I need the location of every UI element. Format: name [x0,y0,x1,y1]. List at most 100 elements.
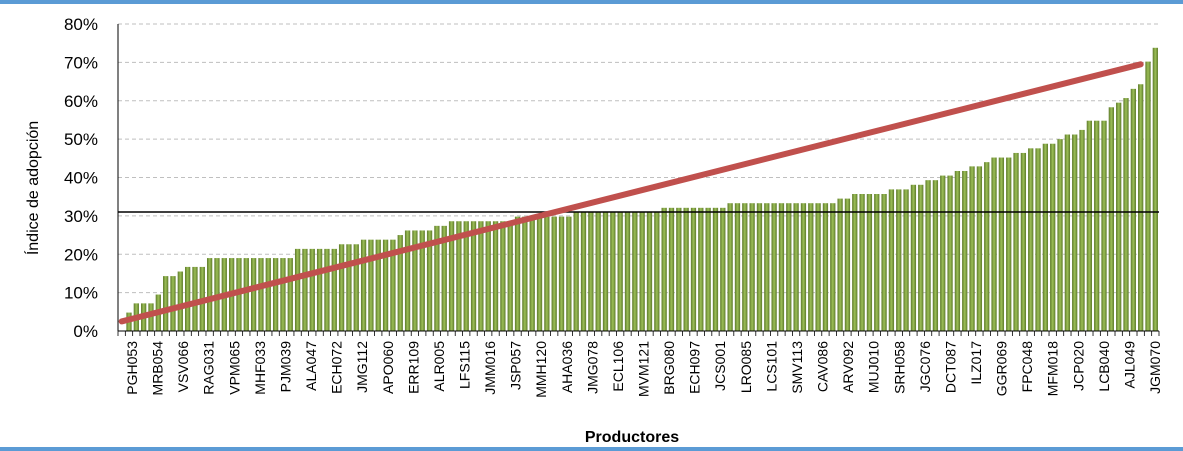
bar [434,225,440,331]
bar [881,194,887,331]
bar [646,212,653,331]
y-tick-label: 70% [64,53,98,72]
bar [412,230,418,331]
bar [712,207,719,331]
bar [588,212,594,331]
x-tick-label: ARV092 [840,341,856,393]
bar [419,230,425,331]
x-tick-label: MMH120 [533,341,549,398]
bar [962,170,968,331]
bar [984,162,990,331]
bar [1116,102,1122,331]
x-tick-label: ALA047 [303,341,319,391]
bar [661,207,667,331]
bar [192,266,198,331]
x-tick-label: ECH097 [687,341,703,394]
x-tick-label: LCB040 [1096,341,1112,392]
bar [1086,120,1092,331]
x-tick-label: JSP057 [508,341,524,390]
bar [536,216,543,331]
x-tick-label: JGC076 [917,341,933,393]
x-tick-label: CAV086 [815,341,831,392]
bar [808,203,814,331]
bar [397,235,403,331]
bar [969,166,975,331]
bar [595,212,601,331]
bar [866,194,873,331]
y-tick-label: 20% [64,245,98,264]
bar [771,203,777,331]
bar [1020,152,1027,331]
y-ticks: 0% 10% 20% 30% 40% 50% 60% 70% 80% [64,15,98,341]
bar [844,198,851,331]
bar [390,239,396,331]
bar [441,225,447,331]
bar [448,221,455,331]
bar [316,248,323,331]
x-tick-label: JGM070 [1147,341,1163,394]
bar [932,180,939,331]
bar [800,203,807,331]
bar [910,184,917,331]
bar [1006,157,1012,331]
bar [258,258,264,331]
bar [360,239,367,331]
x-tick-label: VSV066 [175,341,191,393]
x-tick-label: SMV113 [789,341,805,394]
bar [602,212,609,331]
bar [170,276,176,331]
bar [991,157,997,331]
lines [118,61,1159,325]
bar [742,203,748,331]
bar [566,216,572,331]
bar [265,258,271,331]
x-tick-label: JMM016 [482,341,498,395]
x-tick-label: ALR005 [431,341,447,392]
bar [580,212,587,331]
bar [558,216,565,331]
bar [250,258,257,331]
x-tick-label: PGH053 [124,341,140,395]
x-tick-label: JCS001 [712,341,728,391]
x-tick-label: MRB054 [150,341,166,396]
y-tick-label: 60% [64,92,98,111]
bar [544,216,550,331]
bar [1123,98,1129,331]
bottom-border [0,447,1183,451]
bar [148,303,154,331]
axes [117,24,1160,336]
bar [324,248,330,331]
bar [683,207,689,331]
bar [852,194,858,331]
bar [859,194,865,331]
bar [874,194,880,331]
bar [470,221,477,331]
bar [654,212,660,331]
bar [287,258,293,331]
bar [463,221,469,331]
bar [690,207,697,331]
x-tick-label: APO060 [380,341,396,394]
y-tick-label: 80% [64,15,98,34]
bar [1101,120,1107,331]
bar [749,203,755,331]
bar [243,258,249,331]
bar [756,203,763,331]
bar [1050,143,1056,331]
x-ticks: PGH053 MRB054 VSV066 RAG031 VPM065 MHF033 PJM0… [124,341,1163,398]
bar [764,203,770,331]
bar [507,221,513,331]
bar [500,221,506,331]
x-tick-label: VPM065 [226,341,242,395]
bar [822,203,829,331]
bar [551,216,557,331]
bar [573,212,579,331]
y-axis-title: Índice de adopción [23,121,42,255]
bar [1094,120,1100,331]
bar [368,239,374,331]
bar [947,175,953,331]
bar [786,203,792,331]
x-tick-label: MUJ010 [866,341,882,393]
bar [918,184,924,331]
x-tick-label: ECL106 [610,341,626,392]
